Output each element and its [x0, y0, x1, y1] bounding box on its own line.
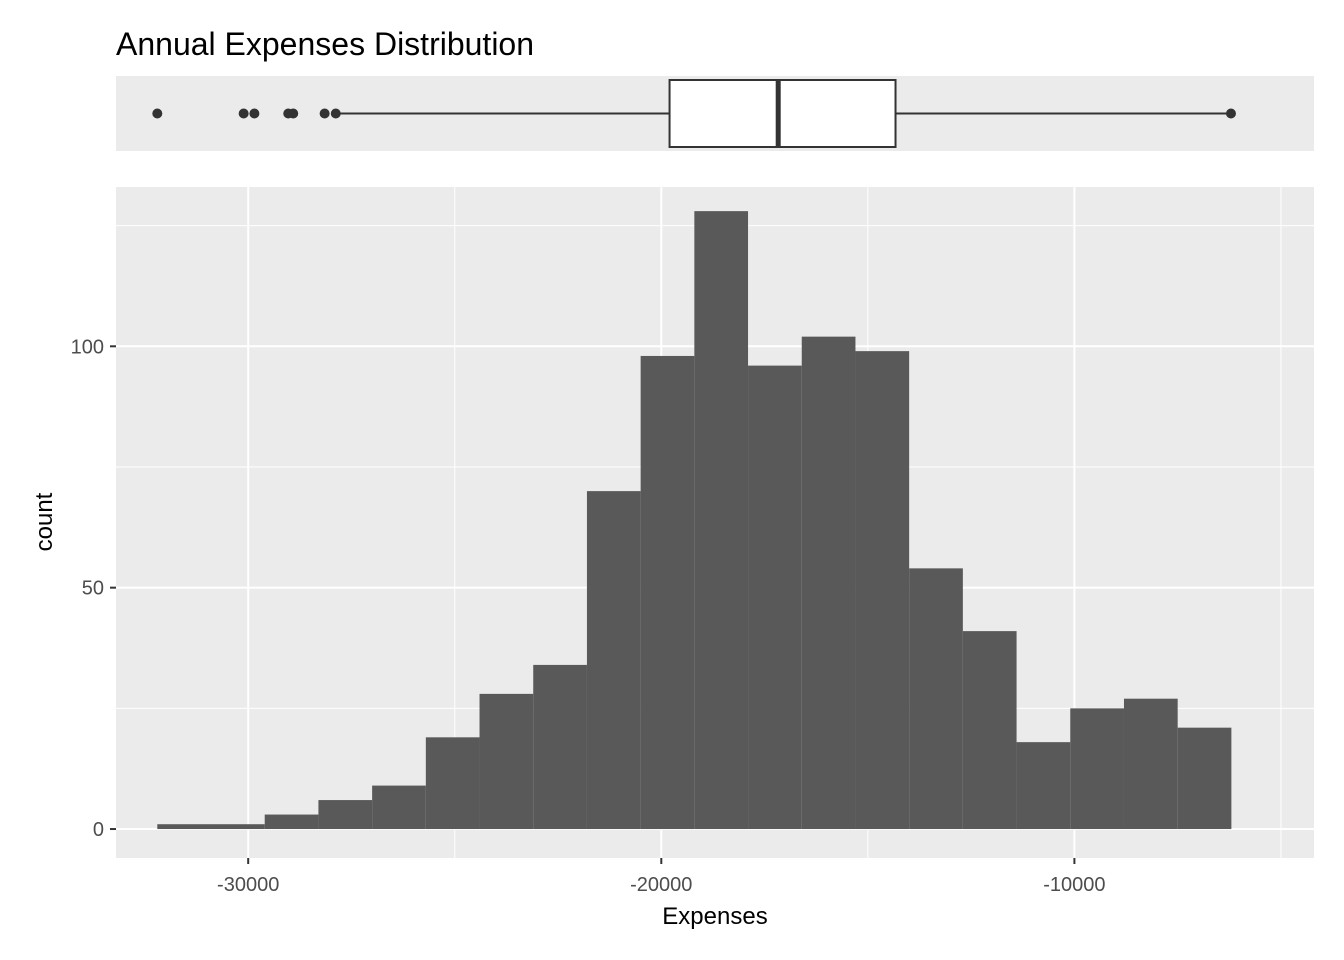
histogram-bar — [909, 568, 963, 830]
boxplot-outlier — [330, 108, 341, 119]
histogram-bar — [640, 355, 695, 830]
histogram-bar — [479, 693, 534, 830]
x-tick-label: -10000 — [1043, 874, 1105, 896]
chart-title: Annual Expenses Distribution — [116, 26, 534, 62]
y-tick-label: 50 — [82, 578, 104, 600]
x-axis: -30000 -20000 -10000 — [217, 858, 1106, 896]
boxplot-outlier — [249, 108, 260, 119]
y-axis: 0 50 100 — [71, 336, 116, 841]
x-axis-label: Expenses — [662, 903, 767, 930]
boxplot-outlier — [1225, 108, 1236, 119]
histogram-bar — [157, 824, 212, 830]
histogram-bar — [1016, 742, 1071, 830]
histogram-bar — [533, 664, 587, 830]
x-tick-label: -30000 — [217, 874, 279, 896]
boxplot — [152, 79, 1236, 148]
boxplot-outlier — [288, 108, 299, 119]
boxplot-outlier — [238, 108, 249, 119]
histogram-bar — [425, 737, 480, 830]
x-tick-label: -20000 — [630, 874, 692, 896]
histogram-bar — [318, 800, 373, 830]
histogram-bar — [372, 785, 426, 830]
boxplot-outlier — [152, 108, 163, 119]
y-axis-label: count — [31, 492, 58, 551]
y-tick-label: 100 — [71, 336, 104, 358]
histogram-bar — [1070, 708, 1124, 830]
boxplot-box — [668, 79, 897, 148]
histogram-bar — [748, 365, 802, 830]
histogram-bar — [855, 351, 910, 830]
histogram-bar — [211, 824, 265, 830]
histogram-bar — [801, 336, 856, 830]
boxplot-outlier — [319, 108, 330, 119]
histogram-bar — [694, 211, 749, 830]
histogram-bar — [1177, 727, 1232, 830]
histogram-bar — [264, 814, 319, 830]
histogram-bar — [962, 631, 1017, 830]
histogram-bar — [1123, 698, 1178, 830]
histogram-bars — [157, 211, 1232, 830]
histogram-bar — [586, 491, 641, 830]
y-tick-label: 0 — [93, 819, 104, 841]
